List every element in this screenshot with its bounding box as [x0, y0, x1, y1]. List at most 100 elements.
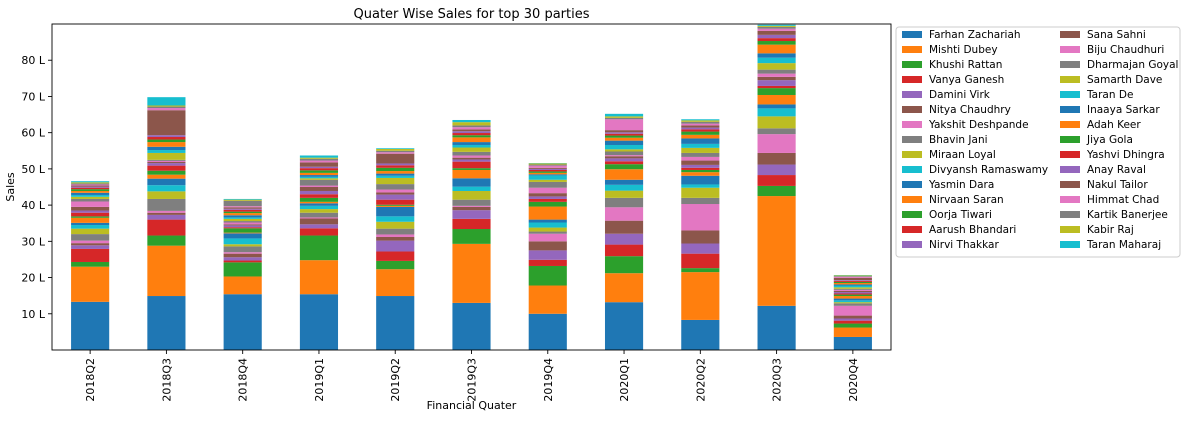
- bar-segment: [758, 31, 796, 35]
- bar-segment: [758, 41, 796, 45]
- bar-segment: [758, 175, 796, 186]
- bar-segment: [71, 223, 109, 225]
- bars-layer: [71, 25, 872, 350]
- bar-segment: [224, 294, 262, 350]
- legend-swatch: [1060, 106, 1080, 113]
- bar-segment: [376, 241, 414, 252]
- bar-segment: [529, 166, 567, 168]
- bar-segment: [224, 199, 262, 200]
- bar-segment: [452, 137, 490, 142]
- bar-segment: [300, 206, 338, 209]
- y-tick-label: 20 L: [21, 272, 45, 285]
- bar-segment: [300, 158, 338, 159]
- bar-segment: [605, 130, 643, 132]
- bar-segment: [529, 232, 567, 234]
- bar-segment: [224, 254, 262, 258]
- legend-swatch: [1060, 46, 1080, 53]
- bar-segment: [71, 241, 109, 244]
- bar-segment: [376, 195, 414, 200]
- legend-swatch: [1060, 241, 1080, 248]
- legend-label: Aarush Bhandari: [929, 224, 1016, 236]
- bar-segment: [376, 184, 414, 189]
- bar-segment: [529, 202, 567, 207]
- bar-segment: [681, 198, 719, 204]
- legend-swatch: [902, 181, 922, 188]
- bar-segment: [300, 167, 338, 168]
- bar-segment: [147, 220, 185, 236]
- bar-segment: [71, 193, 109, 195]
- bar-segment: [681, 135, 719, 139]
- bar-segment: [147, 191, 185, 199]
- legend-label: Inaaya Sarkar: [1087, 104, 1160, 116]
- x-tick-label: 2019Q3: [466, 358, 479, 402]
- bar-segment: [834, 295, 872, 296]
- bar-segment: [605, 180, 643, 185]
- bar-segment: [529, 196, 567, 199]
- bar-segment: [452, 159, 490, 161]
- bar-segment: [300, 159, 338, 161]
- bar-segment: [529, 165, 567, 166]
- bar-segment: [300, 186, 338, 187]
- bar-segment: [758, 27, 796, 29]
- bar-segment: [452, 129, 490, 131]
- bar-segment: [529, 193, 567, 196]
- bar-segment: [605, 116, 643, 117]
- bar-segment: [529, 180, 567, 182]
- bar-segment: [452, 133, 490, 135]
- bar-segment: [71, 181, 109, 182]
- x-tick-label: 2019Q1: [313, 358, 326, 402]
- bar-segment: [529, 169, 567, 170]
- bar-segment: [300, 180, 338, 186]
- bar-segment: [605, 185, 643, 191]
- bar-segment: [224, 261, 262, 263]
- bar-segment: [376, 176, 414, 178]
- bar-segment: [681, 132, 719, 135]
- bar-segment: [758, 26, 796, 27]
- bar-segment: [834, 284, 872, 285]
- bar-segment: [224, 238, 262, 244]
- bar-segment: [605, 132, 643, 133]
- bar-segment: [758, 196, 796, 306]
- bar-segment: [605, 149, 643, 151]
- bar-segment: [300, 294, 338, 350]
- bar-segment: [834, 316, 872, 319]
- bar-segment: [71, 191, 109, 193]
- bar-segment: [300, 203, 338, 206]
- bar-segment: [834, 292, 872, 293]
- bar-segment: [834, 281, 872, 282]
- legend-swatch: [1060, 76, 1080, 83]
- bar-segment: [71, 188, 109, 189]
- bar-segment: [224, 212, 262, 213]
- bar-segment: [147, 215, 185, 220]
- legend-swatch: [1060, 31, 1080, 38]
- bar-segment: [452, 127, 490, 129]
- bar-segment: [681, 124, 719, 126]
- bar-segment: [71, 302, 109, 350]
- bar-segment: [300, 178, 338, 179]
- bar-segment: [605, 161, 643, 164]
- bar-segment: [452, 191, 490, 200]
- bar-segment: [224, 206, 262, 207]
- bar-segment: [71, 187, 109, 188]
- bar-segment: [681, 188, 719, 198]
- bar-segment: [605, 234, 643, 245]
- bar-segment: [529, 199, 567, 202]
- bar-segment: [758, 165, 796, 176]
- bar-segment: [834, 291, 872, 292]
- bar-segment: [681, 128, 719, 130]
- bar-segment: [605, 245, 643, 257]
- bar-segment: [452, 162, 490, 169]
- bar-segment: [71, 199, 109, 202]
- bar-segment: [147, 150, 185, 153]
- bar-segment: [681, 176, 719, 185]
- bar-segment: [834, 293, 872, 294]
- bar-segment: [529, 228, 567, 232]
- legend-label: Nirvaan Saran: [929, 194, 1004, 206]
- bar-segment: [147, 179, 185, 186]
- legend-swatch: [1060, 196, 1080, 203]
- bar-segment: [758, 45, 796, 54]
- bar-segment: [452, 244, 490, 303]
- bar-segment: [681, 268, 719, 272]
- bar-segment: [300, 177, 338, 178]
- bar-segment: [529, 314, 567, 350]
